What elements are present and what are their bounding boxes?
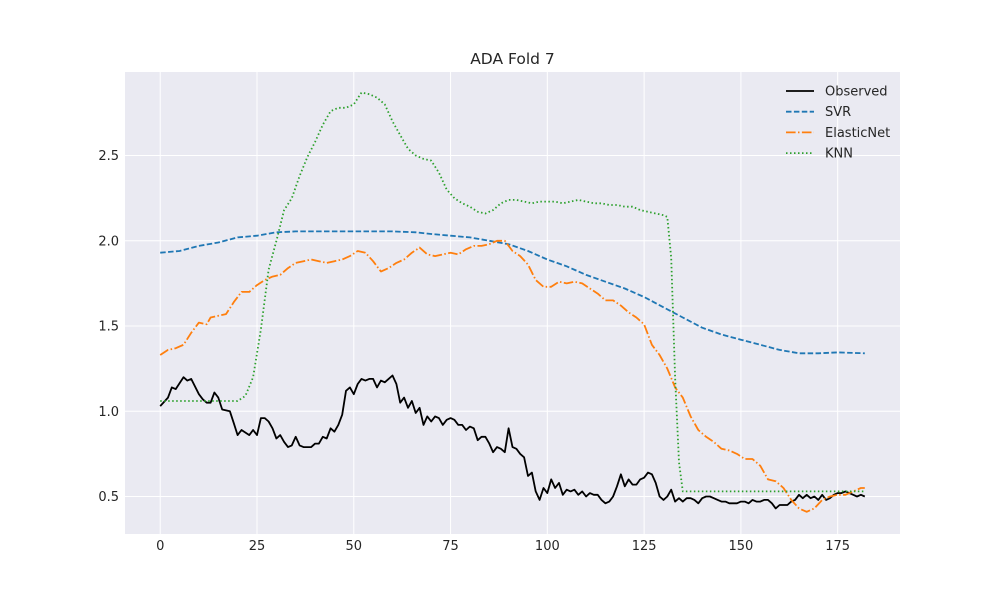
plot-area: [125, 72, 900, 534]
y-tick-label: 1.5: [98, 320, 119, 335]
y-tick-label: 2.5: [98, 149, 119, 164]
x-tick-label: 100: [535, 539, 560, 554]
legend-label-svr: SVR: [825, 105, 851, 120]
x-tick-label: 175: [825, 539, 850, 554]
grid-lines: [125, 72, 900, 534]
x-tick-label: 150: [728, 539, 753, 554]
legend-label-elasticnet: ElasticNet: [825, 126, 890, 141]
y-tick-label: 0.5: [98, 490, 119, 505]
series-layer: [159, 91, 866, 513]
series-line-observed: [159, 374, 866, 510]
x-tick-label: 0: [156, 539, 164, 554]
y-tick-label: 2.0: [98, 234, 119, 249]
series-line-svr: [160, 230, 865, 355]
x-tick-label: 125: [632, 539, 657, 554]
series-line-knn: [160, 91, 865, 493]
legend: Observed SVR ElasticNet KNN: [786, 85, 890, 162]
chart-title: ADA Fold 7: [470, 50, 555, 68]
series-line-elasticnet: [159, 239, 865, 513]
legend-label-knn: KNN: [825, 147, 853, 162]
x-tick-label: 50: [346, 539, 363, 554]
tick-labels: 0 25 50 75 100 125 150 175 0.5 1.0 1.5 2.0 2.5: [98, 149, 850, 554]
x-tick-label: 25: [249, 539, 266, 554]
y-tick-label: 1.0: [98, 405, 119, 420]
x-tick-label: 75: [442, 539, 459, 554]
legend-label-observed: Observed: [825, 85, 888, 100]
